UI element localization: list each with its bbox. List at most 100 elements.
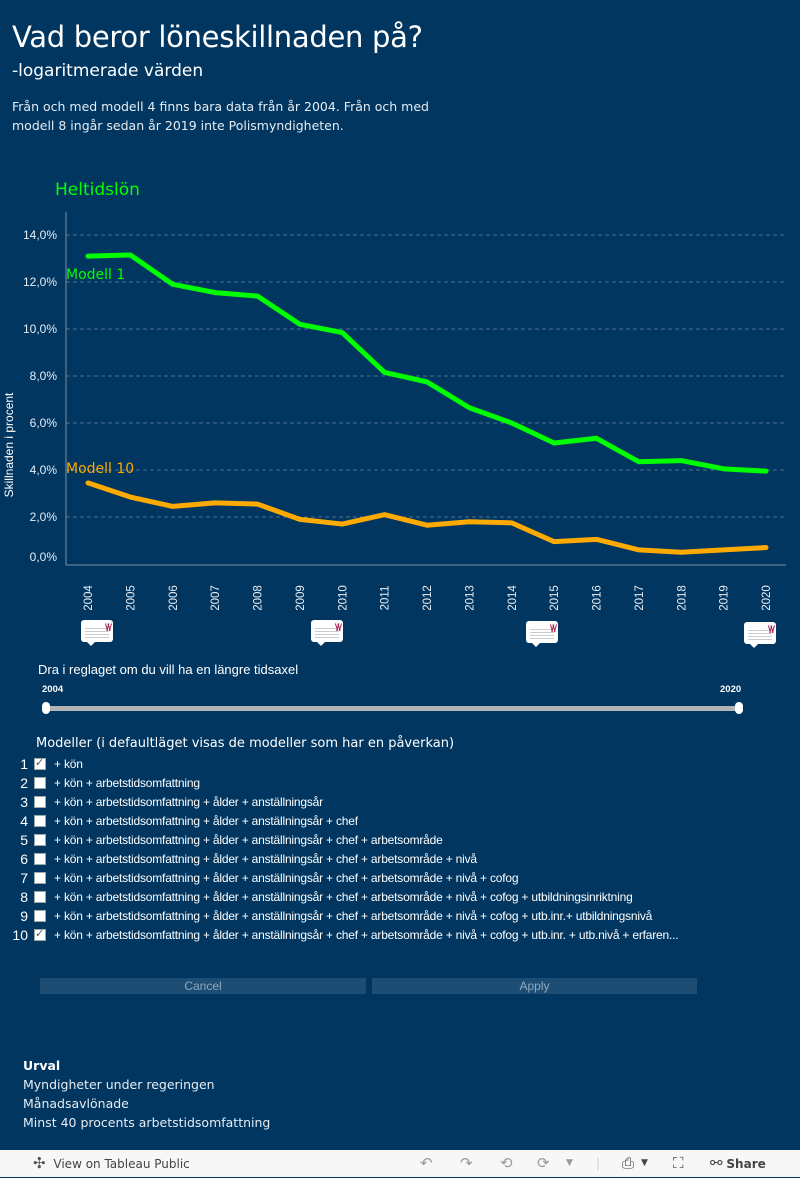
data-point[interactable] (255, 501, 261, 507)
download-icon[interactable]: ⎙ (622, 1154, 635, 1172)
model-number: 7 (20, 869, 28, 886)
brand-logo-icon: \/\/ (767, 625, 775, 635)
model-label: + kön + arbetstidsomfattning + ålder + a… (54, 832, 443, 847)
slider-max-label: 2020 (720, 684, 742, 695)
undo-icon[interactable]: ↶ (420, 1154, 433, 1172)
series-line-modell-10[interactable] (85, 480, 769, 555)
data-point[interactable] (466, 405, 472, 411)
view-on-tableau-link[interactable]: ✣ View on Tableau Public (33, 1150, 190, 1177)
data-point[interactable] (721, 547, 727, 553)
refresh-icon[interactable]: ⟳ (537, 1154, 550, 1172)
model-label: + kön + arbetstidsomfattning + ålder + a… (54, 870, 519, 885)
slider-handle-max[interactable] (735, 702, 743, 714)
data-point[interactable] (170, 503, 176, 509)
model-checkbox[interactable] (34, 833, 46, 846)
data-point[interactable] (297, 321, 303, 327)
x-tick-label: 2007 (210, 585, 222, 610)
y-tick-labels: 0,0% 2,0% 4,0% 6,0% 8,0% 10,0% 12,0% 14,0% (23, 228, 57, 564)
data-point[interactable] (678, 458, 684, 464)
model-checkbox[interactable] (34, 795, 46, 808)
page-subtitle: -logaritmerade värden (12, 61, 204, 81)
revert-icon[interactable]: ⟲ (500, 1154, 513, 1172)
fullscreen-icon[interactable]: ⛶ (673, 1154, 684, 1172)
comment-annotation-icon[interactable]: \/\/ (744, 622, 776, 648)
y-axis-title: Skillnaden i procent (2, 392, 16, 497)
data-point[interactable] (212, 500, 218, 506)
series-line-modell-1[interactable] (85, 252, 769, 474)
model-number: 8 (20, 888, 28, 905)
comment-annotation-icon[interactable]: \/\/ (311, 620, 343, 646)
data-point[interactable] (382, 369, 388, 375)
slider-min-label: 2004 (42, 684, 64, 695)
slider-handle-min[interactable] (42, 702, 50, 714)
data-point[interactable] (339, 330, 345, 336)
data-point[interactable] (297, 516, 303, 522)
urval-heading: Urval (23, 1058, 61, 1073)
model-number: 5 (20, 831, 28, 848)
model-checkbox[interactable] (34, 927, 46, 941)
data-point[interactable] (127, 494, 133, 500)
models-heading: Modeller (i defaultläget visas de modell… (36, 736, 455, 751)
series-labels: Modell 1 Modell 10 (66, 267, 134, 477)
data-point[interactable] (85, 480, 91, 486)
data-point[interactable] (212, 290, 218, 296)
model-checkbox[interactable] (34, 890, 46, 903)
model-checkbox[interactable] (34, 909, 46, 922)
model-filter-item[interactable]: 7 + kön + arbetstidsomfattning + ålder + … (0, 868, 518, 887)
x-tick-label: 2016 (592, 585, 604, 610)
year-range-slider-track[interactable] (46, 706, 739, 711)
data-point[interactable] (594, 435, 600, 441)
refresh-dropdown-icon[interactable]: ▼ (566, 1158, 573, 1168)
data-point[interactable] (763, 545, 769, 551)
data-point[interactable] (382, 512, 388, 518)
model-checkbox[interactable] (34, 814, 46, 827)
model-filter-item[interactable]: 3 + kön + arbetstidsomfattning + ålder + … (0, 792, 323, 811)
gridlines (66, 234, 786, 518)
data-point[interactable] (424, 379, 430, 385)
data-point[interactable] (678, 549, 684, 555)
data-point[interactable] (509, 420, 515, 426)
line-chart[interactable]: 0,0% 2,0% 4,0% 6,0% 8,0% 10,0% 12,0% 14,0% 2004… (0, 200, 800, 610)
data-point[interactable] (255, 293, 261, 299)
model-checkbox[interactable] (34, 871, 46, 884)
model-filter-item[interactable]: 4 + kön + arbetstidsomfattning + ålder + … (0, 811, 358, 830)
download-dropdown-icon[interactable]: ▼ (641, 1158, 648, 1168)
comment-annotation-icon[interactable]: \/\/ (81, 620, 113, 646)
text-lines-glyph (530, 627, 554, 639)
data-point[interactable] (466, 519, 472, 525)
share-button[interactable]: ⚯ Share (710, 1150, 766, 1177)
model-filter-item[interactable]: 8 + kön + arbetstidsomfattning + ålder + … (0, 887, 633, 906)
data-point[interactable] (636, 547, 642, 553)
data-point[interactable] (721, 466, 727, 472)
model-filter-item[interactable]: 2 + kön + arbetstidsomfattning (0, 773, 200, 792)
data-point[interactable] (551, 440, 557, 446)
data-point[interactable] (127, 252, 133, 258)
series-lines (85, 252, 769, 555)
model-filter-item[interactable]: 9 + kön + arbetstidsomfattning + ålder + … (0, 906, 652, 925)
redo-icon[interactable]: ↷ (460, 1154, 473, 1172)
apply-button[interactable]: Apply (372, 978, 697, 994)
cancel-button[interactable]: Cancel (40, 978, 366, 994)
data-point[interactable] (170, 281, 176, 287)
data-point[interactable] (551, 539, 557, 545)
model-filter-item[interactable]: 5 + kön + arbetstidsomfattning + ålder + … (0, 830, 443, 849)
model-filter-item[interactable]: 10 + kön + arbetstidsomfattning + ålder +… (0, 925, 678, 944)
x-tick-label: 2011 (380, 586, 392, 610)
y-tick-label: 4,0% (30, 463, 58, 477)
model-filter-item[interactable]: 6 + kön + arbetstidsomfattning + ålder + … (0, 849, 477, 868)
model-checkbox[interactable] (34, 756, 46, 770)
data-point[interactable] (85, 253, 91, 259)
model-checkbox[interactable] (34, 776, 46, 789)
comment-annotation-icon[interactable]: \/\/ (526, 621, 558, 647)
data-point[interactable] (424, 522, 430, 528)
data-point[interactable] (763, 468, 769, 474)
model-filter-item[interactable]: 1 + kön (0, 754, 83, 773)
model-checkbox[interactable] (34, 852, 46, 865)
x-tick-label: 2009 (295, 585, 307, 610)
y-tick-label: 8,0% (30, 369, 58, 383)
data-point[interactable] (339, 521, 345, 527)
data-point[interactable] (594, 536, 600, 542)
data-point[interactable] (636, 459, 642, 465)
selection-info: Urval Myndigheter under regeringen Månad… (23, 1056, 270, 1132)
data-point[interactable] (509, 520, 515, 526)
